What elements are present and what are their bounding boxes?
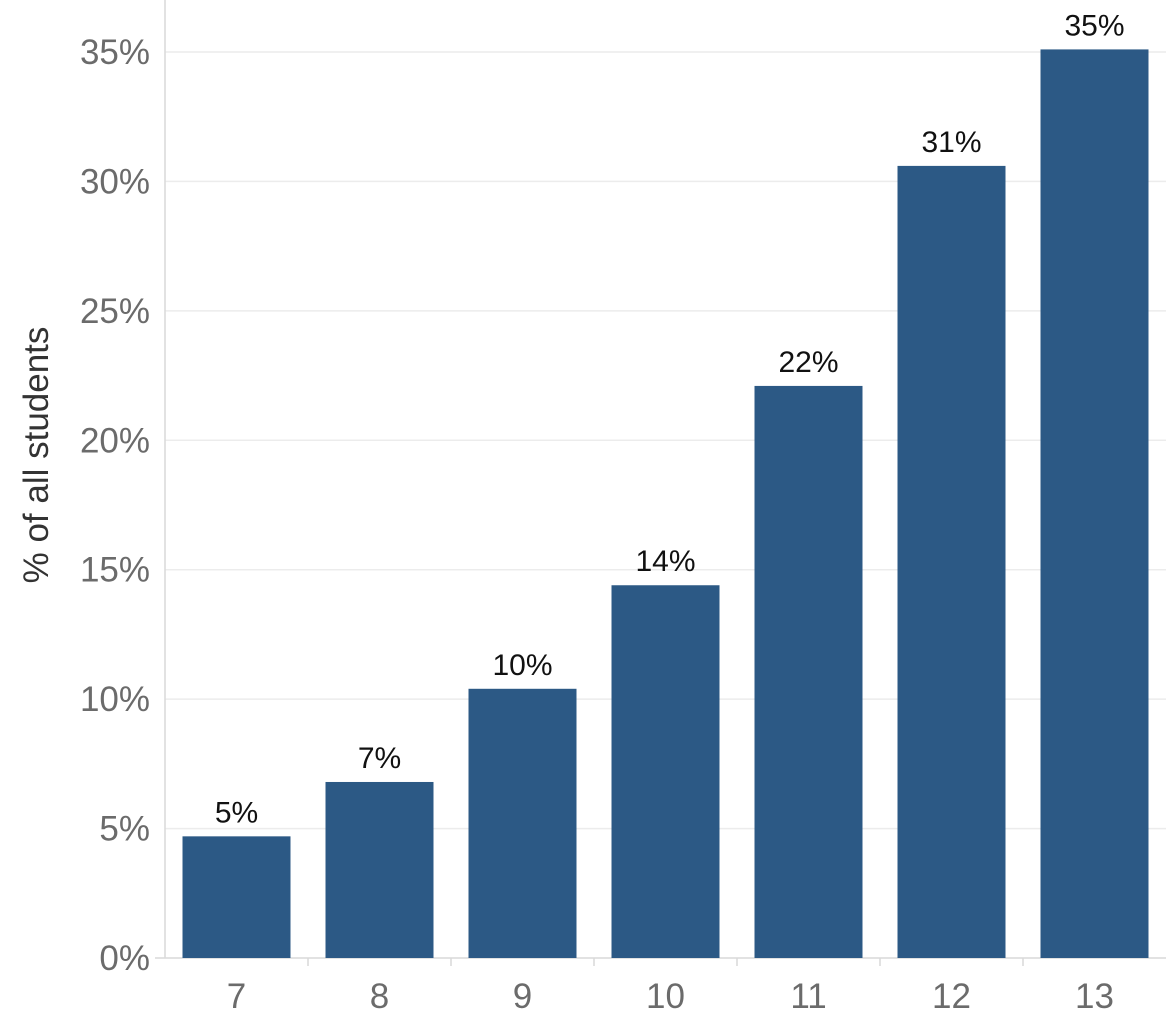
bar: [754, 385, 863, 958]
y-tick-label: 30%: [80, 162, 150, 201]
x-tick-label: 8: [370, 977, 389, 1016]
y-tick-label: 0%: [99, 939, 150, 978]
data-label: 5%: [215, 796, 258, 829]
y-tick-label: 25%: [80, 292, 150, 331]
x-tick-label: 9: [513, 977, 532, 1016]
y-tick-label: 10%: [80, 680, 150, 719]
data-label: 22%: [778, 346, 838, 379]
bar: [1040, 49, 1149, 958]
data-label: 10%: [492, 649, 552, 682]
bar: [325, 781, 434, 958]
y-axis-label: % of all students: [17, 327, 56, 584]
bars: [182, 49, 1149, 958]
data-label: 7%: [358, 742, 401, 775]
data-label: 31%: [921, 126, 981, 159]
x-tick-label: 11: [790, 977, 826, 1016]
y-tick-label: 35%: [80, 33, 150, 72]
y-tick-label: 20%: [80, 421, 150, 460]
x-tick-label: 7: [227, 977, 246, 1016]
data-labels: 5% 7% 10% 14% 22% 31% 35%: [215, 9, 1125, 829]
y-tick-label: 15%: [80, 551, 150, 590]
data-label: 14%: [635, 545, 695, 578]
gridlines: [165, 51, 1166, 830]
data-label: 35%: [1064, 9, 1124, 42]
y-tick-label: 5%: [99, 810, 150, 849]
bar: [468, 688, 577, 958]
bar: [611, 585, 720, 958]
x-axis-ticks: 7 8 9 10 11 12 13: [227, 958, 1114, 1016]
x-tick-label: 12: [932, 977, 971, 1016]
y-axis-ticks: 0% 5% 10% 15% 20% 25% 30% 35%: [80, 33, 150, 978]
bar: [897, 165, 1006, 958]
bar: [182, 836, 291, 958]
x-tick-label: 10: [646, 977, 685, 1016]
x-tick-label: 13: [1075, 977, 1114, 1016]
